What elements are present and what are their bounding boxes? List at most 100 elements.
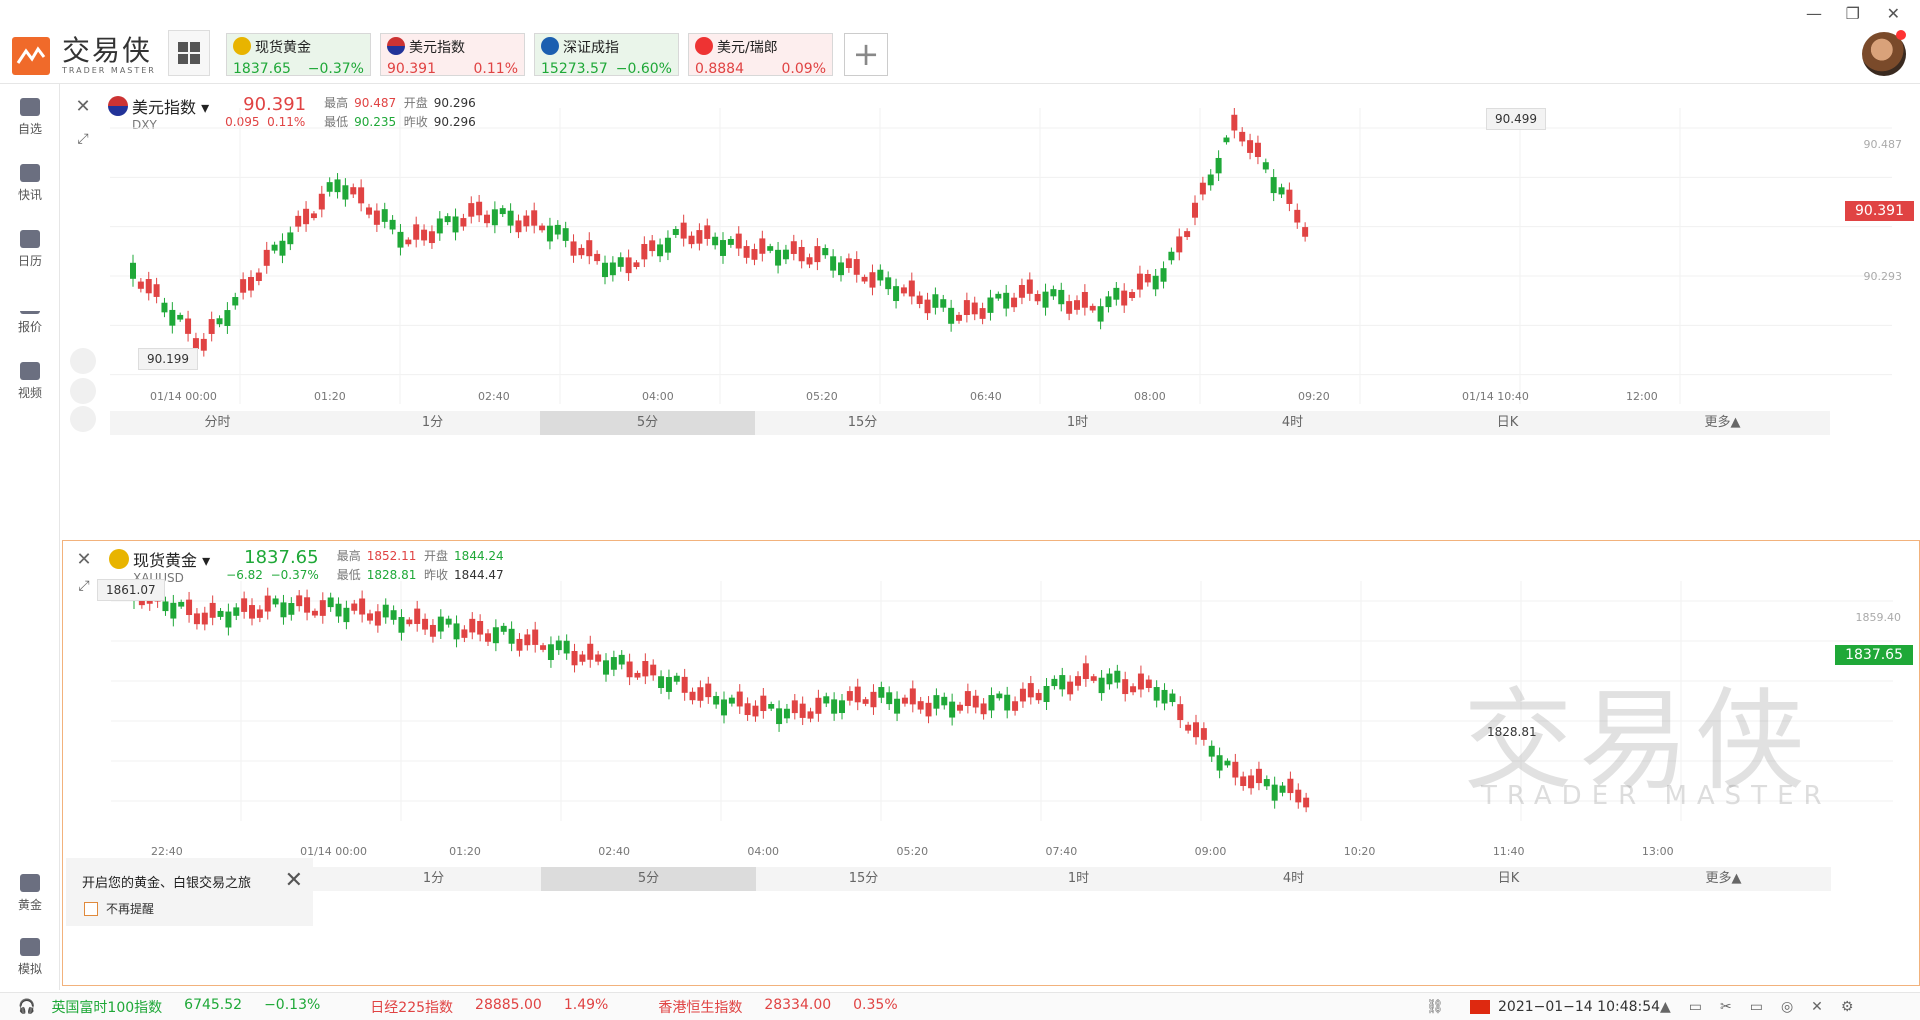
candle-body	[405, 239, 412, 245]
candle-body	[798, 246, 805, 262]
candle-body	[1286, 189, 1293, 204]
candle-body	[956, 314, 962, 321]
period-tab[interactable]: 1时	[1067, 871, 1090, 886]
checkbox-box[interactable]	[84, 901, 98, 916]
close-icon[interactable]: ✕	[284, 868, 303, 893]
period-tab[interactable]: 分时	[204, 415, 231, 430]
gold-icon	[109, 549, 129, 569]
symbol-title[interactable]: 现货黄金	[133, 551, 198, 570]
wave-icon[interactable]	[70, 406, 96, 432]
x-axis-label: 22:40	[151, 845, 183, 858]
candle-body	[1035, 692, 1042, 701]
draw-icon[interactable]	[70, 378, 96, 404]
candle-body	[248, 277, 254, 291]
candle-body	[477, 621, 484, 635]
status-bar: 🎧 英国富时100指数 6745.52 −0.13% 日经225指数 28885…	[0, 992, 1920, 1020]
candle-body	[1199, 182, 1206, 195]
candle-body	[233, 607, 240, 616]
candle-body	[831, 699, 838, 714]
ticker-usdchf[interactable]: 美元/瑞郎 0.8884 0.09%	[688, 33, 833, 77]
headset-icon[interactable]: 🎧	[18, 998, 36, 1015]
period-tab[interactable]: 5分	[540, 411, 755, 435]
candle-body	[366, 207, 372, 215]
candle-body	[704, 225, 711, 239]
swiss-flag-icon	[695, 37, 713, 55]
period-tab[interactable]: 15分	[847, 415, 878, 430]
candle-body	[382, 604, 389, 618]
candle-body	[421, 229, 428, 241]
candle-body	[327, 597, 334, 608]
sidebar-item-watchlist[interactable]: 自选	[0, 98, 60, 137]
candle-body	[1067, 681, 1074, 695]
candlestick-chart[interactable]	[110, 108, 1892, 404]
candle-body	[949, 701, 956, 718]
symbol-title[interactable]: 美元指数	[132, 98, 197, 117]
period-tab[interactable]: 15分	[848, 871, 879, 886]
add-ticker-button[interactable]: +	[844, 33, 888, 76]
candlestick-chart[interactable]	[111, 581, 1893, 821]
candle-body	[925, 702, 932, 717]
sidebar-item-news[interactable]: 快讯	[0, 164, 60, 203]
video-icon	[20, 362, 40, 380]
close-icon[interactable]: ✕	[75, 96, 91, 117]
ticker-dxy[interactable]: 美元指数 90.391 0.11%	[380, 33, 525, 77]
link-icon[interactable]: ⛓	[1426, 998, 1444, 1015]
change-abs: −6.82	[226, 568, 263, 582]
candle-body	[311, 610, 318, 616]
expand-icon[interactable]: ⤢	[77, 131, 89, 147]
period-tab[interactable]: 日K	[1496, 415, 1519, 430]
layout-grid-button[interactable]	[168, 30, 210, 76]
index-name[interactable]: 香港恒生指数	[658, 999, 743, 1016]
news-icon	[20, 164, 40, 182]
period-tab[interactable]: 更多▲	[1704, 415, 1741, 430]
candle-body	[664, 237, 671, 253]
candle-body	[554, 224, 561, 235]
sidebar-item-calendar[interactable]: 日历	[0, 230, 60, 269]
ticker-price: 0.8884	[695, 61, 744, 77]
ticker-szse[interactable]: 深证成指 15273.57 −0.60%	[534, 33, 679, 77]
candle-body	[979, 308, 986, 319]
period-tab[interactable]: 更多▲	[1705, 871, 1742, 886]
quote-icon	[20, 296, 40, 314]
index-name[interactable]: 日经225指数	[370, 999, 454, 1016]
restore-icon[interactable]: ❐	[1845, 4, 1860, 23]
candle-body	[1185, 724, 1192, 731]
candle-body	[1019, 688, 1026, 702]
close-icon[interactable]: ✕	[76, 549, 92, 570]
candle-body	[326, 182, 333, 192]
sidebar-item-quotes[interactable]: 报价	[0, 296, 60, 335]
ticker-gold[interactable]: 现货黄金 1837.65 −0.37%	[226, 33, 371, 77]
period-tab[interactable]: 4时	[1282, 871, 1305, 886]
candle-body	[815, 697, 822, 714]
candle-body	[1239, 131, 1246, 142]
candle-body	[280, 602, 287, 618]
candle-body	[940, 299, 947, 308]
period-tab[interactable]: 1分	[422, 871, 445, 886]
current-price-tag: 90.391	[1845, 201, 1914, 221]
indicator-icon[interactable]	[70, 348, 96, 374]
period-tab[interactable]: 日K	[1497, 871, 1520, 886]
minimize-icon[interactable]: —	[1806, 4, 1822, 23]
expand-icon[interactable]: ⤢	[78, 578, 90, 594]
sidebar-item-demo[interactable]: 模拟	[0, 938, 60, 977]
candle-body	[853, 259, 860, 275]
candle-body	[193, 613, 200, 625]
period-tab[interactable]: 1分	[421, 415, 444, 430]
close-icon[interactable]: ✕	[1886, 4, 1900, 23]
open-value: 1844.24	[454, 549, 504, 563]
status-tools-icon[interactable]: ▲▭✂▭◎✕⚙	[1660, 998, 1872, 1015]
period-tab[interactable]: 1时	[1066, 415, 1089, 430]
sidebar-item-video[interactable]: 视频	[0, 362, 60, 401]
period-tab[interactable]: 4时	[1281, 415, 1304, 430]
dont-remind-checkbox[interactable]: 不再提醒	[84, 900, 154, 917]
candle-body	[689, 691, 696, 701]
candle-body	[381, 209, 388, 222]
index-name[interactable]: 英国富时100指数	[51, 999, 163, 1016]
sidebar-item-gold[interactable]: 黄金	[0, 874, 60, 913]
candle-body	[799, 703, 806, 718]
period-tab[interactable]: 5分	[541, 867, 756, 891]
candle-body	[964, 691, 971, 706]
candle-body	[232, 297, 239, 306]
candle-body	[429, 624, 436, 637]
promo-popup: 开启您的黄金、白银交易之旅 ✕ 不再提醒	[66, 858, 313, 926]
